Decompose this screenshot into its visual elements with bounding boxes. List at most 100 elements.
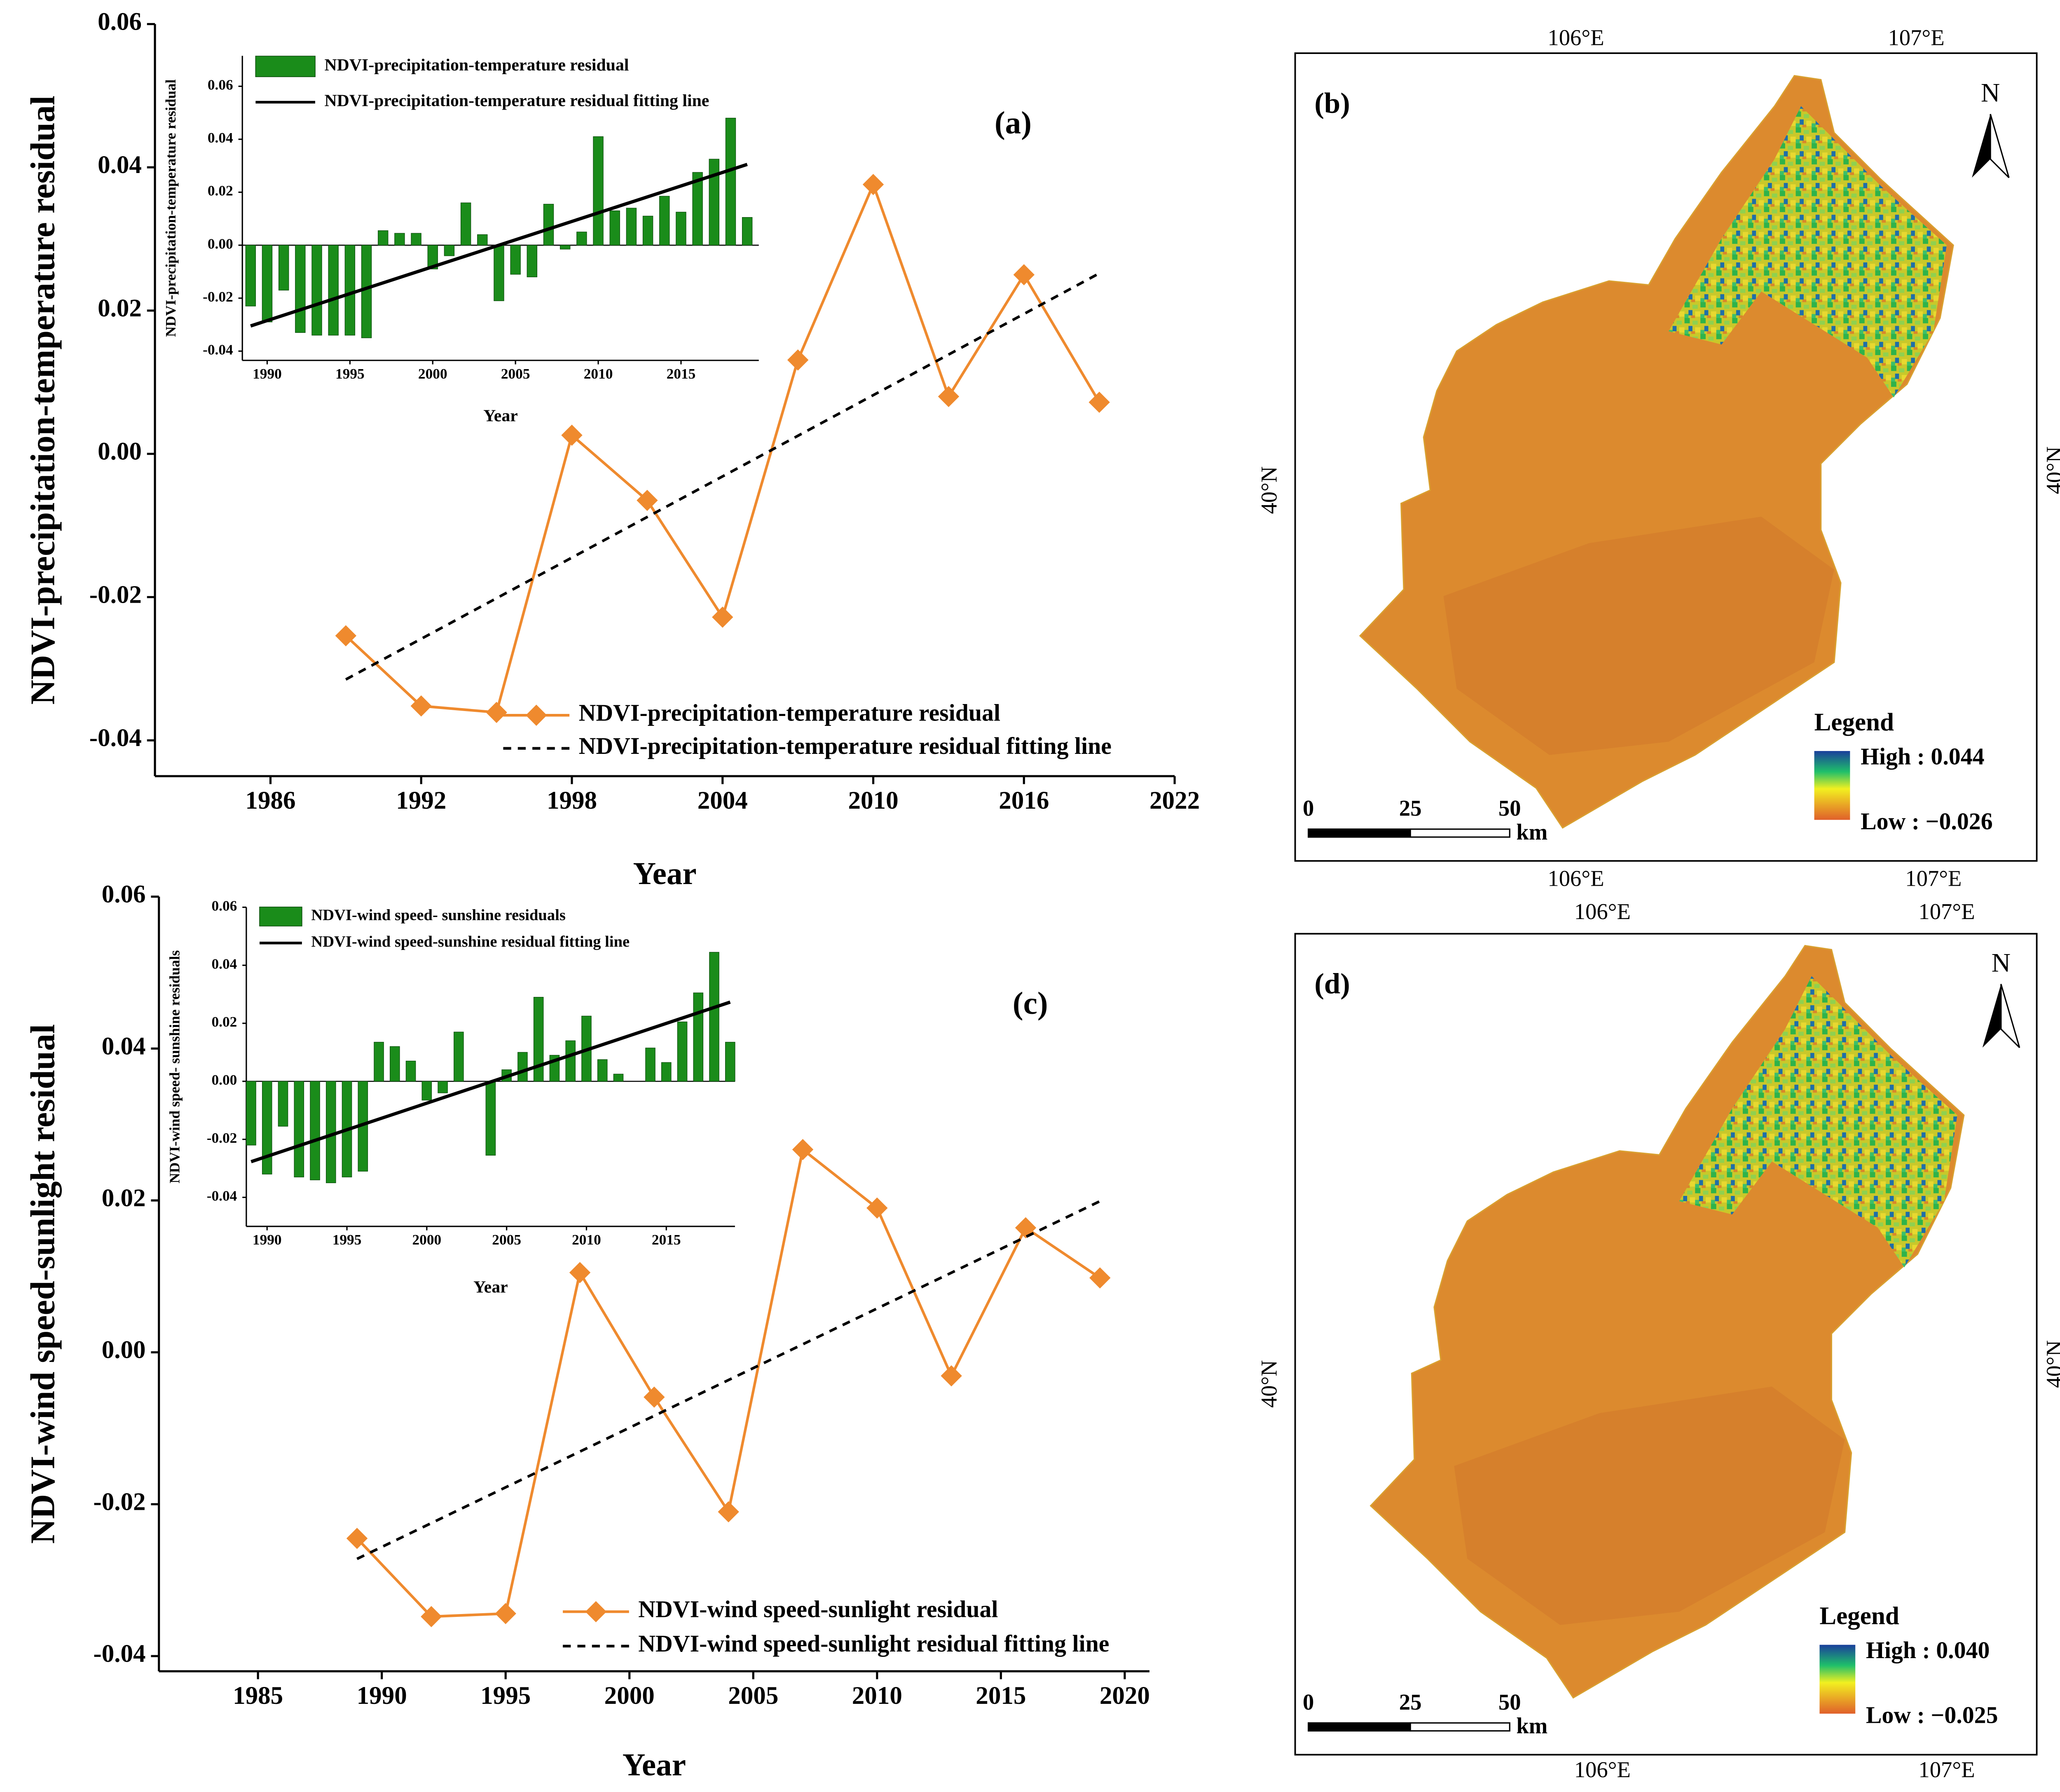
bar <box>676 212 686 246</box>
legend-marker <box>585 1601 607 1623</box>
x-tick-label: 2005 <box>492 1231 521 1248</box>
marker <box>486 702 507 723</box>
bar <box>262 245 273 323</box>
y-tick-label: 0.04 <box>102 1032 146 1060</box>
x-tick-label: 2010 <box>852 1682 902 1710</box>
x-tick-label: 2005 <box>728 1682 778 1710</box>
y-tick-label: 0.04 <box>211 955 237 972</box>
marker <box>637 489 658 511</box>
bar <box>709 159 720 246</box>
bar <box>444 245 455 256</box>
bar <box>613 1074 624 1082</box>
marker <box>862 174 884 195</box>
bar <box>245 245 256 306</box>
bar <box>560 245 571 250</box>
longitude-label: 107°E <box>1918 899 1975 924</box>
x-tick-label: 2005 <box>501 365 530 382</box>
bar <box>344 245 356 336</box>
y-axis-title: NDVI-wind speed-sunlight residual <box>24 1024 62 1544</box>
bar <box>311 245 322 336</box>
bar <box>328 245 339 336</box>
marker <box>718 1501 739 1523</box>
marker <box>335 625 357 647</box>
longitude-label: 107°E <box>1918 1757 1975 1782</box>
y-tick-label: 0.02 <box>211 1013 237 1030</box>
x-tick-label: 2004 <box>698 787 748 814</box>
north-arrow <box>1972 114 1991 178</box>
longitude-label: 107°E <box>1888 25 1944 50</box>
bar <box>378 230 389 246</box>
legend-ramp <box>1819 1645 1856 1714</box>
legend-label: NDVI-wind speed-sunshine residual fittin… <box>311 933 630 950</box>
bar <box>295 245 306 333</box>
x-tick-label: 2010 <box>584 365 613 382</box>
legend-low: Low : −0.025 <box>1866 1702 1998 1729</box>
map-shapes <box>1359 75 1954 829</box>
bar <box>709 952 719 1082</box>
bar <box>725 117 736 246</box>
scale-bar-white <box>1409 828 1510 838</box>
bar <box>421 1081 432 1101</box>
bar <box>659 196 670 246</box>
fit-line <box>356 1200 1101 1560</box>
y-tick-label: 0.02 <box>98 295 142 322</box>
x-tick-label: 2020 <box>1100 1682 1150 1710</box>
marker <box>561 424 583 446</box>
marker <box>346 1528 368 1549</box>
x-tick-label: 1990 <box>357 1682 407 1710</box>
x-tick-label: 1990 <box>253 1231 282 1248</box>
bar <box>310 1081 320 1180</box>
legend-label: NDVI-wind speed-sunlight residual <box>638 1596 998 1623</box>
bar <box>593 136 604 246</box>
panel-label: (c) <box>1013 985 1048 1021</box>
y-tick-label: -0.02 <box>93 1488 145 1516</box>
legend-swatch <box>255 56 316 77</box>
marker <box>712 606 733 628</box>
marker <box>1089 391 1110 413</box>
bar <box>565 1040 576 1082</box>
x-axis-title: Year <box>483 407 518 426</box>
legend-high: High : 0.044 <box>1861 743 1985 770</box>
scale-label: 0 <box>1303 1689 1314 1715</box>
y-tick-label: 0.00 <box>208 235 233 252</box>
y-tick-label: -0.04 <box>93 1640 145 1668</box>
desert-area <box>1454 1386 1845 1625</box>
marker <box>787 349 809 371</box>
bar <box>294 1081 304 1177</box>
legend-label: NDVI-precipitation-temperature residual <box>325 56 629 75</box>
north-label: N <box>1981 78 2000 108</box>
y-tick-label: 0.06 <box>211 897 237 914</box>
y-tick-label: 0.02 <box>208 182 233 199</box>
y-tick-label: -0.02 <box>203 288 233 305</box>
panel-label: (d) <box>1314 968 1350 1000</box>
series-line <box>250 1000 731 1163</box>
bar <box>485 1081 496 1156</box>
bar <box>725 1042 735 1082</box>
bar <box>692 172 703 246</box>
x-tick-label: 2000 <box>418 365 447 382</box>
bar <box>742 217 753 246</box>
marker <box>644 1386 665 1408</box>
x-tick-label: 1985 <box>233 1682 283 1710</box>
y-tick-label: -0.02 <box>89 581 142 608</box>
x-tick-label: 1995 <box>335 365 365 382</box>
bar <box>394 233 405 246</box>
x-axis-title: Year <box>623 1747 686 1782</box>
marker <box>938 386 960 407</box>
scale-unit: km <box>1516 1713 1547 1738</box>
longitude-label: 106°E <box>1574 1757 1631 1782</box>
bar <box>677 1021 688 1082</box>
bar <box>326 1081 336 1183</box>
latitude-label: 40°N <box>2041 1340 2060 1388</box>
x-tick-label: 2010 <box>572 1231 601 1248</box>
longitude-label: 107°E <box>1905 866 1962 891</box>
vegetated-area <box>1669 106 1947 398</box>
bar <box>438 1081 448 1093</box>
legend-swatch <box>259 906 302 926</box>
x-tick-label: 1990 <box>253 365 282 382</box>
longitude-label: 106°E <box>1547 866 1604 891</box>
bar <box>527 245 538 277</box>
x-tick-label: 2022 <box>1149 787 1200 814</box>
y-tick-label: -0.04 <box>207 1188 237 1204</box>
